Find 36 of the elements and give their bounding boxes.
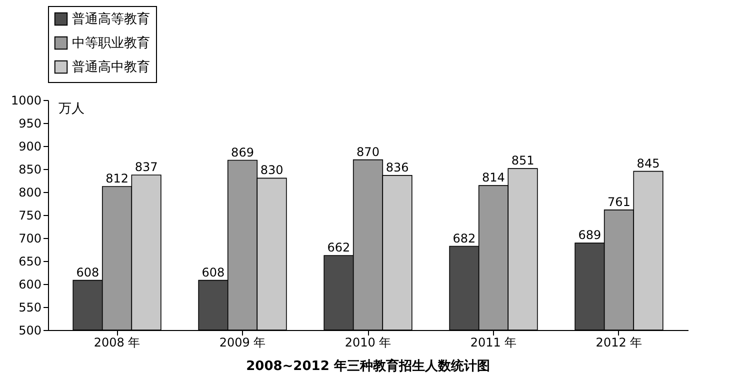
y-tick-label: 1000	[10, 94, 42, 108]
data-label: 837	[134, 160, 158, 174]
y-tick-label: 850	[18, 162, 42, 176]
data-label: 608	[76, 265, 100, 280]
x-tick-label: 2012 年	[596, 336, 642, 350]
x-tick-label: 2011 年	[470, 336, 517, 350]
y-tick-label: 650	[18, 254, 42, 268]
data-label: 851	[511, 154, 534, 168]
y-tick-label: 900	[18, 140, 42, 154]
data-label: 845	[636, 156, 660, 170]
data-label: 869	[231, 145, 254, 160]
data-label: 761	[608, 194, 630, 209]
y-axis-title: 万人	[58, 102, 84, 116]
data-label: 608	[202, 265, 225, 280]
y-tick-label: 700	[18, 232, 42, 246]
text: 2008~2012 年三种教育招生人数统计图	[246, 358, 490, 374]
y-tick-label: 800	[18, 186, 42, 200]
y-tick-label: 500	[18, 324, 42, 338]
y-tick-label: 600	[18, 278, 42, 292]
data-label: 662	[327, 240, 350, 254]
x-tick-label: 2008 年	[94, 336, 140, 350]
x-tick-label: 2010 年	[344, 336, 392, 350]
data-label: 682	[452, 231, 476, 246]
x-tick-label: 2009 年	[219, 336, 266, 350]
data-label: 689	[578, 228, 602, 242]
data-label: 870	[356, 144, 380, 159]
legend-label: 中等职业教育	[72, 35, 150, 51]
data-label: 814	[482, 170, 505, 185]
data-label: 830	[260, 163, 284, 178]
y-tick-label: 550	[18, 300, 42, 314]
data-label: 812	[106, 171, 128, 186]
data-label: 836	[386, 160, 409, 174]
y-tick-label: 950	[18, 116, 42, 130]
legend-label: 普通高等教育	[72, 11, 150, 27]
y-tick-label: 750	[18, 208, 42, 222]
legend-label: 普通高中教育	[72, 59, 150, 75]
